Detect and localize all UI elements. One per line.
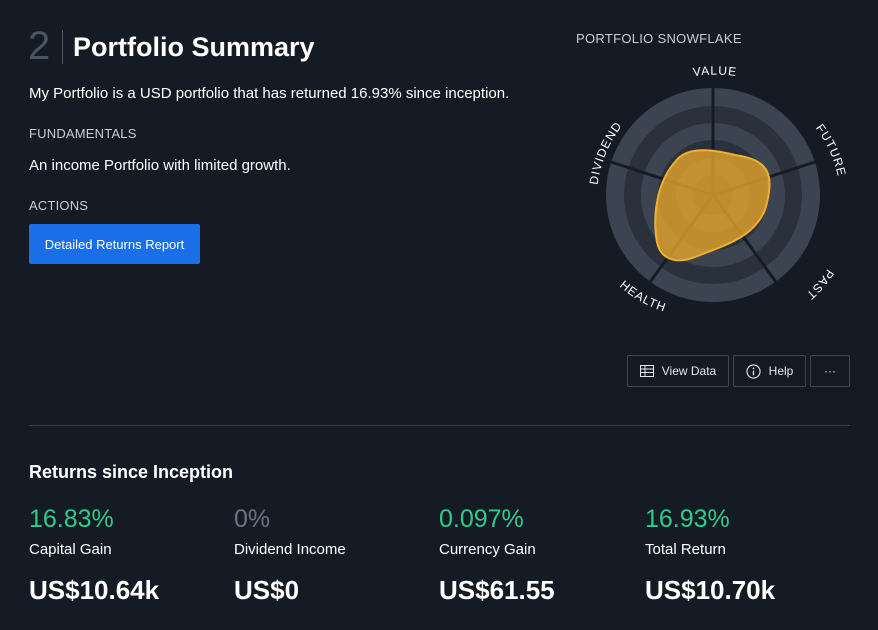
returns-title: Returns since Inception [29, 462, 234, 482]
help-button[interactable]: Help [733, 355, 806, 387]
snowflake-axis-value: VALUE [692, 64, 738, 80]
stat-label: Dividend Income [234, 541, 346, 558]
fundamentals-label: FUNDAMENTALS [29, 126, 137, 141]
stat-capital-gain: 16.83% Capital Gain US$10.64k [29, 505, 229, 606]
stat-amount: US$0 [234, 575, 300, 605]
stat-percent: 16.93% [645, 505, 730, 533]
view-data-label: View Data [661, 364, 717, 378]
page-title: Portfolio Summary [73, 32, 315, 62]
stat-percent: 0.097% [439, 505, 524, 533]
more-options-button[interactable]: ··· [810, 355, 850, 387]
table-icon [639, 365, 654, 377]
snowflake-title: PORTFOLIO SNOWFLAKE [576, 31, 742, 46]
stat-label: Currency Gain [439, 541, 536, 558]
stat-amount: US$10.64k [29, 575, 160, 605]
stat-total-return: 16.93% Total Return US$10.70k [645, 505, 845, 606]
view-data-button[interactable]: View Data [627, 355, 729, 387]
fundamentals-text: An income Portfolio with limited growth. [29, 157, 291, 174]
stat-percent: 16.83% [29, 505, 114, 533]
portfolio-summary-text: My Portfolio is a USD portfolio that has… [29, 85, 510, 102]
stat-amount: US$61.55 [439, 575, 555, 605]
stat-percent: 0% [234, 505, 271, 533]
detailed-returns-report-button[interactable]: Detailed Returns Report [29, 224, 200, 264]
section-number: 2 [28, 24, 51, 68]
section-divider [29, 425, 850, 426]
info-icon [746, 363, 761, 379]
portfolio-snowflake-chart: VALUE FUTURE PAST HEALTH DIVIDEND [587, 64, 849, 315]
stat-label: Total Return [645, 541, 726, 558]
stat-dividend-income: 0% Dividend Income US$0 [234, 505, 434, 606]
stat-amount: US$10.70k [645, 575, 776, 605]
snowflake-axis-future: FUTURE [813, 121, 849, 178]
more-options-label: ··· [824, 364, 836, 378]
title-divider [62, 30, 63, 64]
stat-currency-gain: 0.097% Currency Gain US$61.55 [439, 505, 639, 606]
help-label: Help [768, 364, 794, 378]
actions-label: ACTIONS [29, 198, 89, 213]
stat-label: Capital Gain [29, 541, 112, 558]
snowflake-axis-past: PAST [803, 267, 837, 303]
snowflake-score-shape [654, 149, 771, 262]
